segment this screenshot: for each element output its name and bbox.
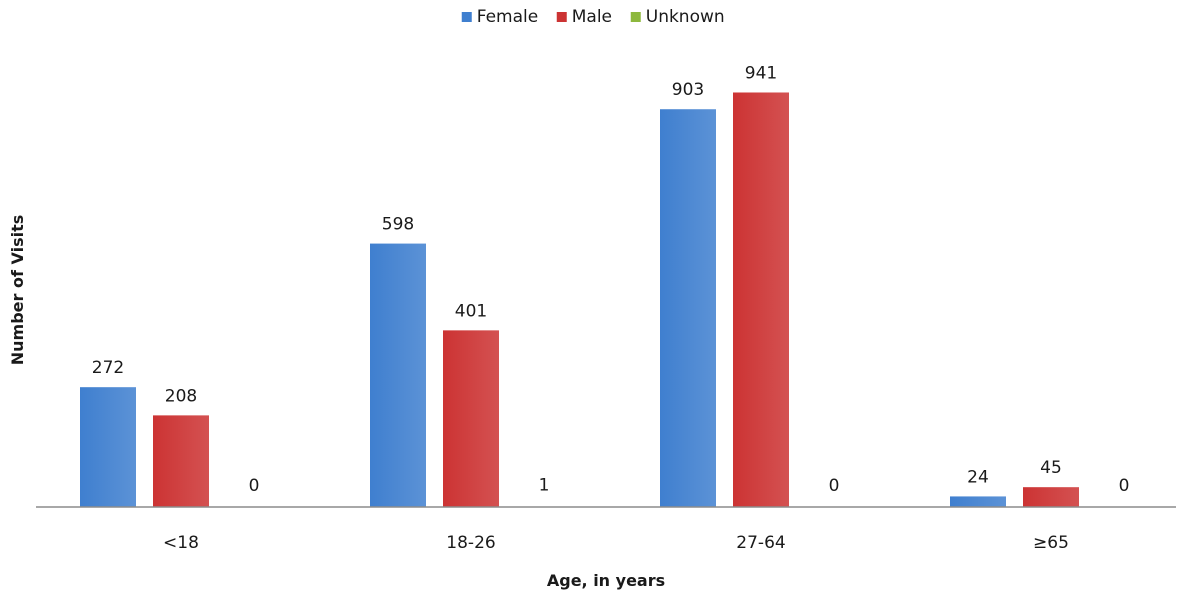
legend-swatch-female bbox=[461, 12, 472, 22]
data-label-female-1: 598 bbox=[382, 215, 414, 235]
y-axis-title: Number of Visits bbox=[8, 215, 27, 366]
legend-swatch-unknown bbox=[630, 12, 641, 22]
data-label-male-3: 45 bbox=[1040, 458, 1062, 478]
bar-female-2 bbox=[660, 109, 716, 507]
legend-label-female: Female bbox=[477, 7, 538, 27]
x-tick-label: <18 bbox=[163, 533, 199, 553]
legend-label-unknown: Unknown bbox=[646, 7, 725, 27]
data-label-unknown-3: 0 bbox=[1119, 476, 1130, 496]
x-tick-labels: <18 18-26 27-64 ≥65 bbox=[163, 533, 1069, 553]
bar-female-1 bbox=[370, 243, 426, 507]
data-label-male-2: 941 bbox=[745, 63, 777, 83]
data-label-female-0: 272 bbox=[92, 358, 124, 378]
bar-female-3 bbox=[950, 496, 1006, 507]
x-tick-label: ≥65 bbox=[1033, 533, 1069, 553]
bar-female-0 bbox=[80, 387, 136, 507]
data-label-male-0: 208 bbox=[165, 386, 197, 406]
data-label-female-3: 24 bbox=[967, 467, 989, 487]
x-tick-label: 27-64 bbox=[736, 533, 785, 553]
data-label-male-1: 401 bbox=[455, 301, 487, 321]
legend-label-male: Male bbox=[572, 7, 612, 27]
x-axis-title: Age, in years bbox=[547, 571, 665, 590]
bars bbox=[80, 92, 1079, 507]
legend-swatch-male bbox=[556, 12, 567, 22]
data-label-unknown-2: 0 bbox=[829, 476, 840, 496]
data-label-unknown-0: 0 bbox=[249, 476, 260, 496]
bar-male-1 bbox=[443, 330, 499, 507]
x-tick-label: 18-26 bbox=[446, 533, 495, 553]
bar-male-3 bbox=[1023, 487, 1079, 507]
bar-male-0 bbox=[153, 415, 209, 507]
bar-male-2 bbox=[733, 92, 789, 507]
data-label-female-2: 903 bbox=[672, 80, 704, 100]
legend: Female Male Unknown bbox=[461, 7, 725, 27]
bar-labels: 272 208 0 598 401 1 903 941 0 24 45 0 bbox=[92, 63, 1130, 496]
data-label-unknown-1: 1 bbox=[539, 476, 550, 496]
